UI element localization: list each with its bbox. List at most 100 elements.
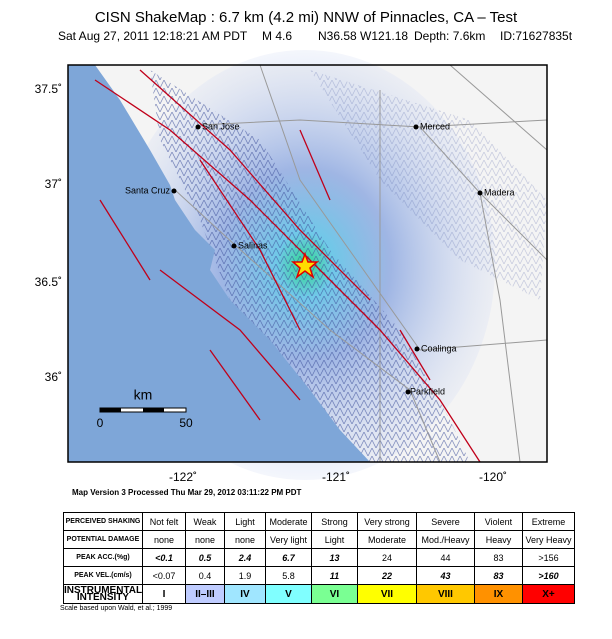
legend-cell: Strong (310, 512, 358, 531)
city-dot (195, 124, 201, 130)
legend-row: POTENTIAL DAMAGE none none none Very light Li… (63, 530, 575, 549)
scale-bar-seg (143, 408, 164, 412)
city-label: Santa Cruz (125, 185, 171, 195)
row-label: PEAK ACC.(%g) (63, 548, 143, 567)
roads (174, 64, 548, 463)
legend-cell: Not felt (141, 512, 186, 531)
legend-cell: <0.07 (141, 566, 186, 585)
legend-cell: Mod./Heavy (415, 530, 475, 549)
legend-row: INSTRUMENTAL INTENSITY I II–III IV V VI VII VII… (63, 584, 575, 604)
city-label: Salinas (238, 240, 268, 250)
subtitle: Sat Aug 27, 2011 12:18:21 AM PDT M 4.6 N… (58, 29, 573, 43)
legend-cell: 24 (356, 548, 417, 567)
city-label: Parkfield (410, 386, 445, 396)
city-dot (413, 124, 419, 130)
intensity-legend: PERCEIVED SHAKING Not felt Weak Light Modera… (63, 512, 575, 604)
title: CISN ShakeMap : 6.7 km (4.2 mi) NNW of P… (95, 9, 518, 26)
legend-cell: VIII (415, 584, 475, 604)
city-dot (477, 190, 483, 196)
legend-cell: 13 (310, 548, 358, 567)
legend-cell: Very light (264, 530, 312, 549)
location: N36.58 W121.18 (318, 29, 408, 43)
depth: Depth: 7.6km (414, 29, 485, 43)
legend-cell: >156 (521, 548, 575, 567)
legend-cell: 43 (415, 566, 475, 585)
row-label: INSTRUMENTAL INTENSITY (63, 584, 143, 604)
legend-cell: 11 (310, 566, 358, 585)
legend-cell: IV (223, 584, 266, 604)
row-label: PERCEIVED SHAKING (63, 512, 143, 531)
legend-cell: II–III (184, 584, 225, 604)
lat-label: 36.5˚ (35, 275, 62, 289)
map-frame (67, 64, 548, 463)
city-label: San Jose (202, 121, 240, 131)
lon-label: -122˚ (169, 470, 197, 484)
legend-row: PEAK ACC.(%g) <0.1 0.5 2.4 6.7 13 24 44 83 >156 (63, 548, 575, 567)
legend-cell: IX (473, 584, 523, 604)
city-label: Madera (484, 187, 515, 197)
legend-cell: Weak (184, 512, 225, 531)
legend-cell: Moderate (356, 530, 417, 549)
version-note: Map Version 3 Processed Thu Mar 29, 2012… (72, 488, 302, 497)
scale-label: 0 (97, 416, 104, 430)
lon-label: -121˚ (322, 470, 350, 484)
footnote: Scale based upon Wald, et al.; 1999 (60, 605, 173, 612)
legend-cell: VII (356, 584, 417, 604)
city-dot (231, 243, 237, 249)
lat-label: 36˚ (45, 370, 62, 384)
legend-cell: <0.1 (141, 548, 186, 567)
faults (94, 69, 481, 463)
legend-cell: Light (223, 512, 266, 531)
legend-cell: 0.4 (184, 566, 225, 585)
city-dot (414, 346, 420, 352)
legend-cell: Very Heavy (521, 530, 575, 549)
city-label: Merced (420, 121, 450, 131)
legend-cell: Extreme (521, 512, 575, 531)
row-label: PEAK VEL.(cm/s) (63, 566, 143, 585)
city-dot (405, 389, 411, 395)
scale-bar-seg (100, 408, 121, 412)
legend-cell: Moderate (264, 512, 312, 531)
legend-cell: Heavy (473, 530, 523, 549)
city-dot (171, 188, 177, 194)
legend-cell: 83 (473, 566, 523, 585)
legend-cell: >160 (521, 566, 575, 585)
legend-row: PERCEIVED SHAKING Not felt Weak Light Modera… (63, 512, 575, 531)
legend-cell: 2.4 (223, 548, 266, 567)
legend-cell: V (264, 584, 312, 604)
legend-cell: 1.9 (223, 566, 266, 585)
lat-label: 37˚ (45, 177, 62, 191)
scale-label: 50 (179, 416, 193, 430)
city-label: Coalinga (421, 343, 457, 353)
lon-label: -120˚ (479, 470, 507, 484)
legend-cell: 5.8 (264, 566, 312, 585)
magnitude: M 4.6 (262, 29, 292, 43)
scale-bar: km 0 50 (97, 387, 193, 430)
legend-cell: none (223, 530, 266, 549)
legend-cell: 6.7 (264, 548, 312, 567)
epicenter (290, 251, 320, 280)
legend-cell: 0.5 (184, 548, 225, 567)
cities: San Jose Merced Santa Cruz Madera Salina… (125, 121, 515, 396)
map: San Jose Merced Santa Cruz Madera Salina… (67, 50, 548, 480)
lat-labels: 37.5˚ 37˚ 36.5˚ 36˚ (35, 82, 62, 384)
legend-cell: 44 (415, 548, 475, 567)
legend-cell: 22 (356, 566, 417, 585)
lat-label: 37.5˚ (35, 82, 62, 96)
ocean (68, 65, 370, 462)
legend-cell: Light (310, 530, 358, 549)
legend-cell: I (141, 584, 186, 604)
legend-cell: Very strong (356, 512, 417, 531)
event-id: ID:71627835t (500, 29, 573, 43)
lon-labels: -122˚ -121˚ -120˚ (169, 470, 507, 484)
legend-row: PEAK VEL.(cm/s) <0.07 0.4 1.9 5.8 11 22 43 83 >16… (63, 566, 575, 585)
legend-cell: none (184, 530, 225, 549)
map-figure: CISN ShakeMap : 6.7 km (4.2 mi) NNW of P… (35, 9, 573, 497)
legend-cell: X+ (521, 584, 575, 604)
legend-cell: Violent (473, 512, 523, 531)
scale-unit: km (134, 387, 153, 403)
legend-cell: Severe (415, 512, 475, 531)
legend-cell: VI (310, 584, 358, 604)
event-time: Sat Aug 27, 2011 12:18:21 AM PDT (58, 29, 248, 43)
